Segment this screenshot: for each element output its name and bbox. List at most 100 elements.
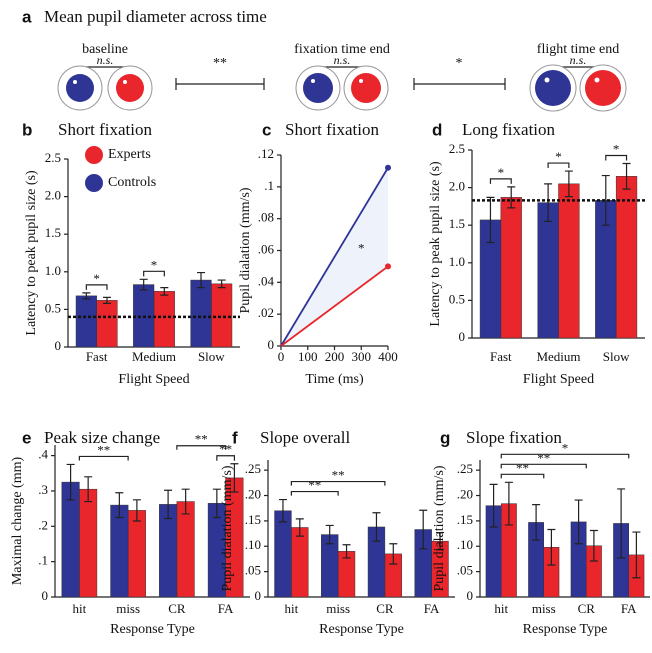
- stage-label: fixation time end: [294, 42, 390, 57]
- error-bar: [589, 529, 598, 562]
- bar: [96, 300, 118, 348]
- x-tick-label: FA: [621, 601, 637, 616]
- y-tick-label: .20: [245, 487, 261, 502]
- y-tick-label: .1: [264, 178, 274, 193]
- error-bar: [295, 518, 304, 537]
- y-tick-label: .4: [38, 447, 48, 462]
- x-tick-label: 400: [378, 349, 398, 364]
- panel-title: Long fixation: [462, 120, 556, 139]
- between-label: **: [213, 56, 227, 71]
- panel-d: d Long fixation Flight Speed Latency to pea…: [428, 120, 645, 387]
- y-tick-label: .02: [258, 305, 274, 320]
- panel-title: Slope overall: [260, 428, 350, 447]
- significance-bracket: [143, 270, 165, 277]
- y-tick-label: .06: [258, 241, 275, 256]
- between-label: *: [456, 56, 463, 71]
- y-tick-label: 0: [268, 337, 275, 352]
- x-tick-label: CR: [578, 601, 596, 616]
- error-bar: [217, 279, 226, 289]
- significance-bracket: [290, 490, 339, 496]
- x-axis-label: Flight Speed: [118, 372, 189, 387]
- x-tick-label: FA: [218, 601, 234, 616]
- panel-title: Slope fixation: [466, 428, 562, 447]
- y-tick-label: 2.0: [449, 179, 465, 194]
- significance-bracket: [78, 455, 129, 461]
- y-tick-label: .2: [38, 517, 48, 532]
- error-bar: [486, 196, 495, 244]
- y-tick-label: .25: [457, 461, 473, 476]
- bar: [291, 527, 309, 598]
- x-tick-label: Fast: [86, 349, 108, 364]
- significance-label: *: [151, 257, 158, 272]
- x-tick-label: Fast: [490, 349, 512, 364]
- y-tick-label: .3: [38, 482, 48, 497]
- x-tick-label: CR: [376, 601, 394, 616]
- y-tick-label: .1: [38, 553, 48, 568]
- significance-label: *: [498, 165, 505, 180]
- y-tick-label: 0: [55, 338, 62, 353]
- ns-bracket: [79, 66, 604, 72]
- y-tick-label: .04: [258, 273, 275, 288]
- error-bar: [601, 174, 610, 226]
- panel-letter: e: [22, 428, 31, 447]
- panel-b: b Short fixation Flight Speed Latency to pe…: [22, 120, 240, 387]
- y-tick-label: .20: [457, 487, 473, 502]
- x-axis-label: Response Type: [110, 622, 195, 637]
- error-bar: [372, 512, 381, 542]
- bar: [110, 504, 129, 598]
- significance-bracket: [489, 178, 512, 184]
- stage-label: flight time end: [537, 42, 619, 57]
- x-tick-label: Slow: [603, 349, 630, 364]
- x-tick-label: miss: [116, 601, 140, 616]
- y-axis-label: Latency to peak pupil size (s): [24, 170, 39, 336]
- x-tick-label: miss: [532, 601, 556, 616]
- significance-bracket: [500, 463, 587, 469]
- y-tick-label: .15: [245, 512, 261, 527]
- x-tick-label: hit: [494, 601, 508, 616]
- ns-label: n.s.: [97, 53, 114, 67]
- stage-label: baseline: [82, 42, 128, 57]
- error-bar: [504, 481, 513, 526]
- x-axis-label: Flight Speed: [523, 372, 594, 387]
- significance-label: **: [97, 442, 110, 457]
- y-tick-label: 1.0: [449, 254, 465, 269]
- panel-e: e Peak size change Response Type Maximal ch…: [10, 428, 250, 637]
- y-tick-label: .15: [457, 512, 473, 527]
- significance-label: **: [537, 450, 550, 465]
- bar: [211, 283, 233, 348]
- y-tick-label: 0: [42, 588, 49, 603]
- error-bar: [507, 186, 516, 209]
- x-axis-label: Response Type: [319, 622, 404, 637]
- significance-label: **: [516, 460, 529, 475]
- y-tick-label: 0: [459, 329, 466, 344]
- x-tick-label: Medium: [536, 349, 580, 364]
- x-axis-label: Time (ms): [305, 372, 364, 387]
- y-axis-label: Pupil dialation (mm/s): [432, 465, 447, 591]
- line: [280, 167, 389, 347]
- bar: [75, 295, 97, 348]
- significance-label: *: [93, 271, 100, 286]
- error-bar: [84, 476, 93, 503]
- significance-bracket: [500, 453, 630, 459]
- significance-label: *: [613, 142, 620, 157]
- error-bar: [489, 483, 498, 528]
- x-tick-label: Slow: [198, 349, 225, 364]
- error-bar: [564, 170, 573, 198]
- x-tick-label: 200: [325, 349, 345, 364]
- panel-a: a Mean pupil diameter across time baseli…: [22, 7, 627, 112]
- error-bar: [230, 463, 239, 493]
- ns-label: n.s.: [334, 53, 351, 67]
- end-point: [385, 164, 391, 171]
- y-tick-label: 2.5: [449, 141, 465, 156]
- x-tick-label: hit: [285, 601, 299, 616]
- legend-marker: [85, 146, 103, 164]
- error-bar: [66, 463, 75, 501]
- bar: [176, 501, 195, 598]
- y-axis-label: Pupil dialation (mm/s): [220, 465, 235, 591]
- significance-bracket: [605, 154, 628, 161]
- error-bar: [389, 543, 398, 565]
- x-tick-label: hit: [73, 601, 87, 616]
- error-bar: [547, 528, 556, 566]
- bar: [500, 197, 522, 339]
